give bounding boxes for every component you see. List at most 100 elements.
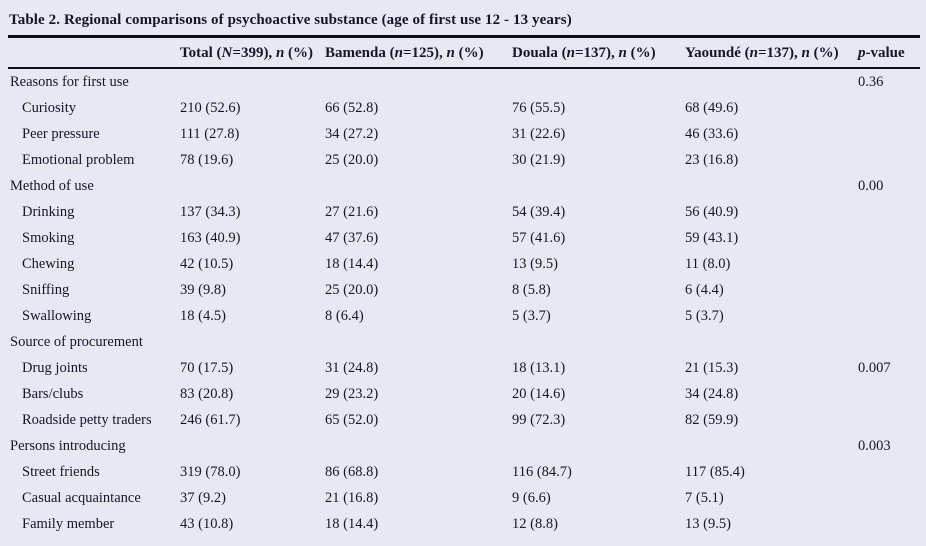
cell-douala: [512, 68, 685, 95]
cell-yaounde: 59 (43.1): [685, 229, 739, 246]
header-row: Total (N=399), n (%) Bamenda (n=125), n …: [8, 38, 920, 69]
cell-bamenda: [325, 173, 512, 199]
cell-yaounde: 13 (9.5): [685, 515, 731, 532]
row-label: Curiosity: [22, 99, 76, 116]
cell-douala: 76 (55.5): [512, 99, 566, 116]
table-row: Roadside petty traders 246 (61.7) 65 (52.0…: [8, 407, 920, 433]
header-total: Total (N=399), n (%): [180, 38, 325, 69]
cell-yaounde: 6 (4.4): [685, 281, 724, 298]
cell-douala: 9 (6.6): [512, 489, 551, 506]
cell-douala: [512, 329, 685, 355]
cell-yaounde: 68 (49.6): [685, 99, 739, 116]
cell-douala: [512, 173, 685, 199]
cell-yaounde: [685, 173, 858, 199]
cell-p-value: [858, 251, 920, 277]
cell-total: 83 (20.8): [180, 385, 234, 402]
cell-bamenda: [325, 329, 512, 355]
cell-bamenda: 29 (23.2): [325, 385, 379, 402]
row-label: Drug joints: [22, 359, 88, 376]
cell-douala: 99 (72.3): [512, 411, 566, 428]
header-douala: Douala (n=137), n (%): [512, 38, 685, 69]
header-bamenda: Bamenda (n=125), n (%): [325, 38, 512, 69]
cell-yaounde: 46 (33.6): [685, 125, 739, 142]
table-row: Emotional problem 78 (19.6) 25 (20.0) 30 (2…: [8, 147, 920, 173]
table-row: Drinking 137 (34.3) 27 (21.6) 54 (39.4) 56 (…: [8, 199, 920, 225]
category-row: Source of procurement: [8, 329, 920, 355]
row-label: Chewing: [22, 255, 75, 272]
table-row: Smoking 163 (40.9) 47 (37.6) 57 (41.6) 59 (4…: [8, 225, 920, 251]
cell-bamenda: 66 (52.8): [325, 99, 379, 116]
cell-douala: 5 (3.7): [512, 307, 551, 324]
cell-yaounde: 7 (5.1): [685, 489, 724, 506]
row-label: Source of procurement: [10, 333, 143, 350]
cell-p-value: 0.36: [858, 73, 884, 90]
cell-p-value: [858, 511, 920, 537]
cell-total: 246 (61.7): [180, 411, 241, 428]
table-row: Drug joints 70 (17.5) 31 (24.8) 18 (13.1) 21…: [8, 355, 920, 381]
table-title: Table 2. Regional comparisons of psychoa…: [8, 8, 920, 38]
cell-p-value: 0.007: [858, 359, 891, 376]
header-p-value: p-value: [858, 38, 920, 69]
row-label: Method of use: [10, 177, 94, 194]
cell-total: 319 (78.0): [180, 463, 241, 480]
table-row: Chewing 42 (10.5) 18 (14.4) 13 (9.5) 11 (8.0…: [8, 251, 920, 277]
header-yaounde: Yaoundé (n=137), n (%): [685, 38, 858, 69]
cell-p-value: 0.00: [858, 177, 884, 194]
table-header: Total (N=399), n (%) Bamenda (n=125), n …: [8, 38, 920, 69]
cell-total: 111 (27.8): [180, 125, 240, 142]
cell-total: 137 (34.3): [180, 203, 241, 220]
row-label: Emotional problem: [22, 151, 135, 168]
cell-total: [180, 433, 325, 459]
cell-total: 18 (4.5): [180, 307, 226, 324]
cell-bamenda: 21 (16.8): [325, 489, 379, 506]
category-row: Persons introducing 0.003: [8, 433, 920, 459]
table-row: Sniffing 39 (9.8) 25 (20.0) 8 (5.8) 6 (4.4): [8, 277, 920, 303]
cell-douala: 12 (8.8): [512, 515, 558, 532]
table-row: Curiosity 210 (52.6) 66 (52.8) 76 (55.5) 68 …: [8, 95, 920, 121]
cell-total: [180, 329, 325, 355]
cell-p-value: [858, 121, 920, 147]
cell-bamenda: 25 (20.0): [325, 151, 379, 168]
cell-yaounde: [685, 68, 858, 95]
cell-yaounde: 21 (15.3): [685, 359, 739, 376]
cell-total: 43 (10.8): [180, 515, 234, 532]
cell-bamenda: 18 (14.4): [325, 255, 379, 272]
row-label: Reasons for first use: [10, 73, 129, 90]
row-label: Persons introducing: [10, 437, 126, 454]
row-label: Sniffing: [22, 281, 70, 298]
cell-douala: 20 (14.6): [512, 385, 566, 402]
cell-bamenda: 27 (21.6): [325, 203, 379, 220]
cell-douala: 30 (21.9): [512, 151, 566, 168]
cell-douala: 54 (39.4): [512, 203, 566, 220]
cell-bamenda: [325, 68, 512, 95]
regional-comparisons-table: Total (N=399), n (%) Bamenda (n=125), n …: [8, 38, 920, 537]
table-row: Peer pressure 111 (27.8) 34 (27.2) 31 (22.6…: [8, 121, 920, 147]
cell-douala: 31 (22.6): [512, 125, 566, 142]
cell-total: [180, 173, 325, 199]
cell-yaounde: 82 (59.9): [685, 411, 739, 428]
cell-p-value: [858, 381, 920, 407]
cell-p-value: [858, 95, 920, 121]
table-row: Casual acquaintance 37 (9.2) 21 (16.8) 9 (6…: [8, 485, 920, 511]
cell-p-value: [858, 147, 920, 173]
category-row: Reasons for first use 0.36: [8, 68, 920, 95]
cell-p-value: [858, 303, 920, 329]
cell-p-value: [858, 225, 920, 251]
cell-total: 39 (9.8): [180, 281, 226, 298]
cell-bamenda: 86 (68.8): [325, 463, 379, 480]
row-label: Roadside petty traders: [22, 411, 152, 428]
cell-yaounde: [685, 329, 858, 355]
table-row: Swallowing 18 (4.5) 8 (6.4) 5 (3.7) 5 (3.7): [8, 303, 920, 329]
row-label: Bars/clubs: [22, 385, 84, 402]
cell-p-value: 0.003: [858, 437, 891, 454]
cell-yaounde: 34 (24.8): [685, 385, 739, 402]
cell-total: 42 (10.5): [180, 255, 234, 272]
cell-douala: 8 (5.8): [512, 281, 551, 298]
cell-p-value: [858, 199, 920, 225]
header-row-label: [8, 38, 180, 69]
cell-bamenda: 65 (52.0): [325, 411, 379, 428]
cell-bamenda: 34 (27.2): [325, 125, 379, 142]
cell-total: 163 (40.9): [180, 229, 241, 246]
cell-yaounde: 5 (3.7): [685, 307, 724, 324]
